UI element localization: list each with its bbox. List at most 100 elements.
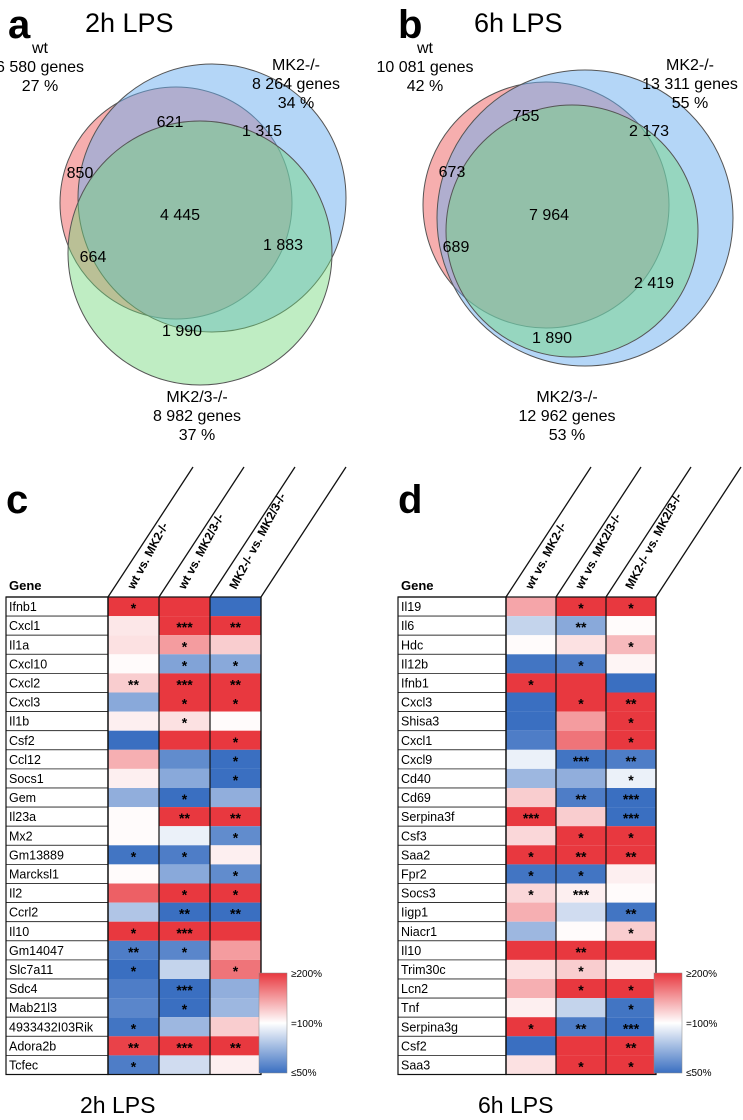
legend-bottom: ≤50% [291, 1068, 317, 1079]
region-mk2-mk23: 1 883 [263, 237, 303, 254]
gene-name: Il23a [9, 810, 36, 824]
heatmap-cell [159, 616, 210, 636]
gene-name: Socs1 [9, 772, 44, 786]
heatmap-cell [506, 1017, 556, 1037]
heatmap-cell [210, 883, 261, 903]
heatmap-cell [556, 1036, 606, 1056]
column-header: MK2-/- vs. MK2/3-/- [622, 491, 684, 592]
heatmap-cell [506, 845, 556, 865]
gene-name: Mx2 [9, 829, 33, 843]
heatmap-cell [108, 730, 159, 750]
heatmap-cell [210, 730, 261, 750]
gene-name: Niacr1 [401, 925, 437, 939]
significance-mark: * [628, 600, 634, 616]
significance-mark: * [578, 657, 584, 673]
heatmap-legend: ≥200% =100% ≤50% [653, 969, 718, 1079]
set-wt-pct: 27 % [22, 78, 58, 95]
significance-mark: * [628, 772, 634, 788]
gene-name: Tnf [401, 1001, 420, 1015]
panel-c: c Gene wt vs. MK2-/- wt vs. MK2/3-/- MK2… [5, 466, 347, 1118]
heatmap-cell [606, 692, 656, 712]
heatmap-cell [606, 616, 656, 636]
heatmap-cell [159, 883, 210, 903]
region-mk2-only: 1 315 [242, 123, 282, 140]
significance-mark: * [578, 1059, 584, 1075]
heatmap-cell [606, 635, 656, 655]
heatmap-cell [506, 749, 556, 769]
set-wt-pct: 42 % [407, 78, 443, 95]
gene-name: Cxcl9 [401, 753, 432, 767]
significance-mark: ** [626, 1039, 637, 1055]
heatmap-cell [606, 597, 656, 617]
column-header: wt vs. MK2/3-/- [175, 511, 227, 592]
panel-d-title: 6h LPS [478, 1092, 553, 1118]
heatmap-cell [606, 768, 656, 788]
panel-b: b 6h LPS wt 10 081 genes 42 % MK2-/- 13 … [377, 3, 738, 444]
heatmap-cell [210, 921, 261, 941]
heatmap-cell [606, 711, 656, 731]
gene-name: Il1b [9, 715, 29, 729]
significance-mark: *** [176, 677, 193, 693]
gene-name: Il19 [401, 600, 421, 614]
heatmap-cell [210, 1036, 261, 1056]
heatmap-cell [159, 998, 210, 1018]
significance-mark: * [233, 829, 239, 845]
heatmap-cell [159, 673, 210, 693]
heatmap-cell [606, 673, 656, 693]
heatmap-cell [159, 902, 210, 922]
column-header: wt vs. MK2/3-/- [572, 511, 624, 592]
column-header: wt vs. MK2-/- [124, 520, 171, 592]
heatmap-cell [159, 597, 210, 617]
heatmap-legend: ≥200% =100% ≤50% [258, 969, 323, 1079]
significance-mark: *** [623, 791, 640, 807]
gene-name: Gm14047 [9, 944, 64, 958]
significance-mark: * [182, 944, 188, 960]
significance-mark: * [233, 887, 239, 903]
heatmap-cell [210, 807, 261, 827]
heatmap-cell [210, 979, 261, 999]
header-slant-line [555, 466, 642, 598]
heatmap-cell [108, 616, 159, 636]
heatmap-cell [159, 1055, 210, 1075]
significance-mark: * [182, 657, 188, 673]
set-wt-genes: 6 580 genes [0, 59, 84, 76]
significance-mark: ** [128, 1039, 139, 1055]
panel-a: a 2h LPS wt 6 580 genes 27 % MK2-/- 8 26… [0, 3, 347, 444]
set-mk2-name: MK2-/- [272, 57, 320, 74]
panel-b-title: 6h LPS [474, 8, 563, 38]
heatmap-cell [506, 998, 556, 1018]
gene-name: Serpina3f [401, 810, 455, 824]
significance-mark: *** [623, 810, 640, 826]
heatmap-cell [159, 635, 210, 655]
heatmap-cell [606, 998, 656, 1018]
heatmap-cells: Ifnb1 *Cxcl1 *** **Il1a *Cxcl10 * *Cxcl2 ** *** *… [5, 596, 261, 1075]
significance-mark: *** [573, 753, 590, 769]
significance-mark: * [182, 638, 188, 654]
heatmap-cell [108, 883, 159, 903]
heatmap-cell [210, 998, 261, 1018]
significance-mark: * [233, 868, 239, 884]
venn-circle-mk23 [445, 104, 699, 358]
significance-mark: * [628, 1059, 634, 1075]
panel-c-title: 2h LPS [80, 1092, 155, 1118]
heatmap-cell [556, 616, 606, 636]
heatmap-cell [506, 673, 556, 693]
region-all: 4 445 [160, 207, 200, 224]
heatmap-cell [556, 883, 606, 903]
venn-circle-mk23 [67, 120, 333, 386]
heatmap-cell [606, 864, 656, 884]
heatmap-cell [210, 597, 261, 617]
heatmap-cell [506, 654, 556, 674]
heatmap-cell [159, 845, 210, 865]
heatmap-cell [210, 902, 261, 922]
gene-name: Il1a [9, 638, 29, 652]
significance-mark: * [578, 963, 584, 979]
heatmap-cell [606, 921, 656, 941]
heatmap-cell [506, 864, 556, 884]
heatmap-cell [606, 654, 656, 674]
heatmap-cell [210, 673, 261, 693]
heatmap-cell [506, 597, 556, 617]
heatmap-cell [159, 1017, 210, 1037]
set-mk2-pct: 34 % [278, 95, 314, 112]
heatmap-cell [506, 902, 556, 922]
